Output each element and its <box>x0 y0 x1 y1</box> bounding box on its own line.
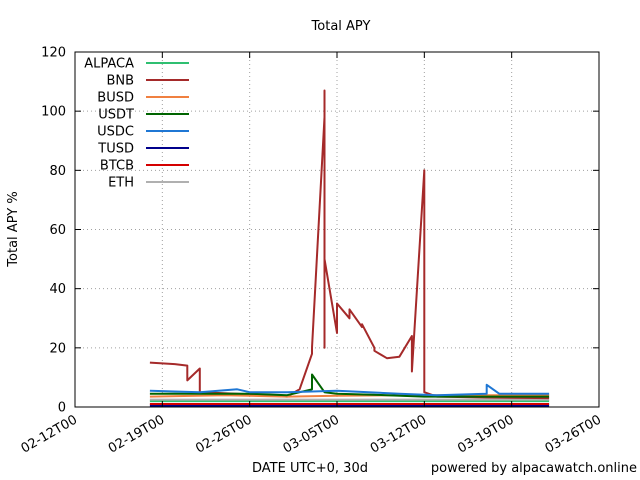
legend-label-usdt: USDT <box>98 108 134 123</box>
x-tick-label: 03-12T00 <box>368 412 429 456</box>
x-tick-label: 03-05T00 <box>281 412 342 456</box>
x-tick-label: 02-12T00 <box>19 412 80 456</box>
series-layer <box>149 89 550 407</box>
y-tick-label: 20 <box>49 341 66 356</box>
x-tick-label: 03-26T00 <box>543 412 604 456</box>
gridlines <box>75 52 599 407</box>
y-tick-label: 60 <box>49 223 66 238</box>
y-axis-label: Total APY % <box>6 191 21 267</box>
y-tick-label: 120 <box>41 46 66 61</box>
legend-label-btcb: BTCB <box>100 159 134 174</box>
y-tick-label: 100 <box>41 105 66 120</box>
x-axis-label: DATE UTC+0, 30d <box>252 461 368 476</box>
y-tick-label: 40 <box>49 282 66 297</box>
legend-label-usdc: USDC <box>97 125 134 140</box>
y-tick-label: 0 <box>58 401 66 416</box>
series-line-bnb <box>149 89 550 400</box>
chart-title: Total APY <box>311 19 371 34</box>
legend: ALPACA BNB BUSD USDT USDC TUSD BTCB ETH <box>84 57 189 191</box>
legend-label-busd: BUSD <box>97 91 134 106</box>
legend-label-tusd: TUSD <box>97 142 134 157</box>
legend-label-alpaca: ALPACA <box>84 57 134 72</box>
x-tick-label: 02-19T00 <box>106 412 167 456</box>
series-line-usdt <box>149 373 550 398</box>
y-axis-ticks: 0 20 40 60 80 100 120 <box>41 46 599 416</box>
credit-text: powered by alpacawatch.online <box>431 461 637 476</box>
y-tick-label: 80 <box>49 164 66 179</box>
legend-label-eth: ETH <box>108 176 134 191</box>
x-tick-label: 03-19T00 <box>455 412 516 456</box>
plot-frame <box>74 51 600 408</box>
x-tick-label: 02-26T00 <box>193 412 254 456</box>
series-line-usdc <box>149 383 550 397</box>
legend-label-bnb: BNB <box>106 74 134 89</box>
